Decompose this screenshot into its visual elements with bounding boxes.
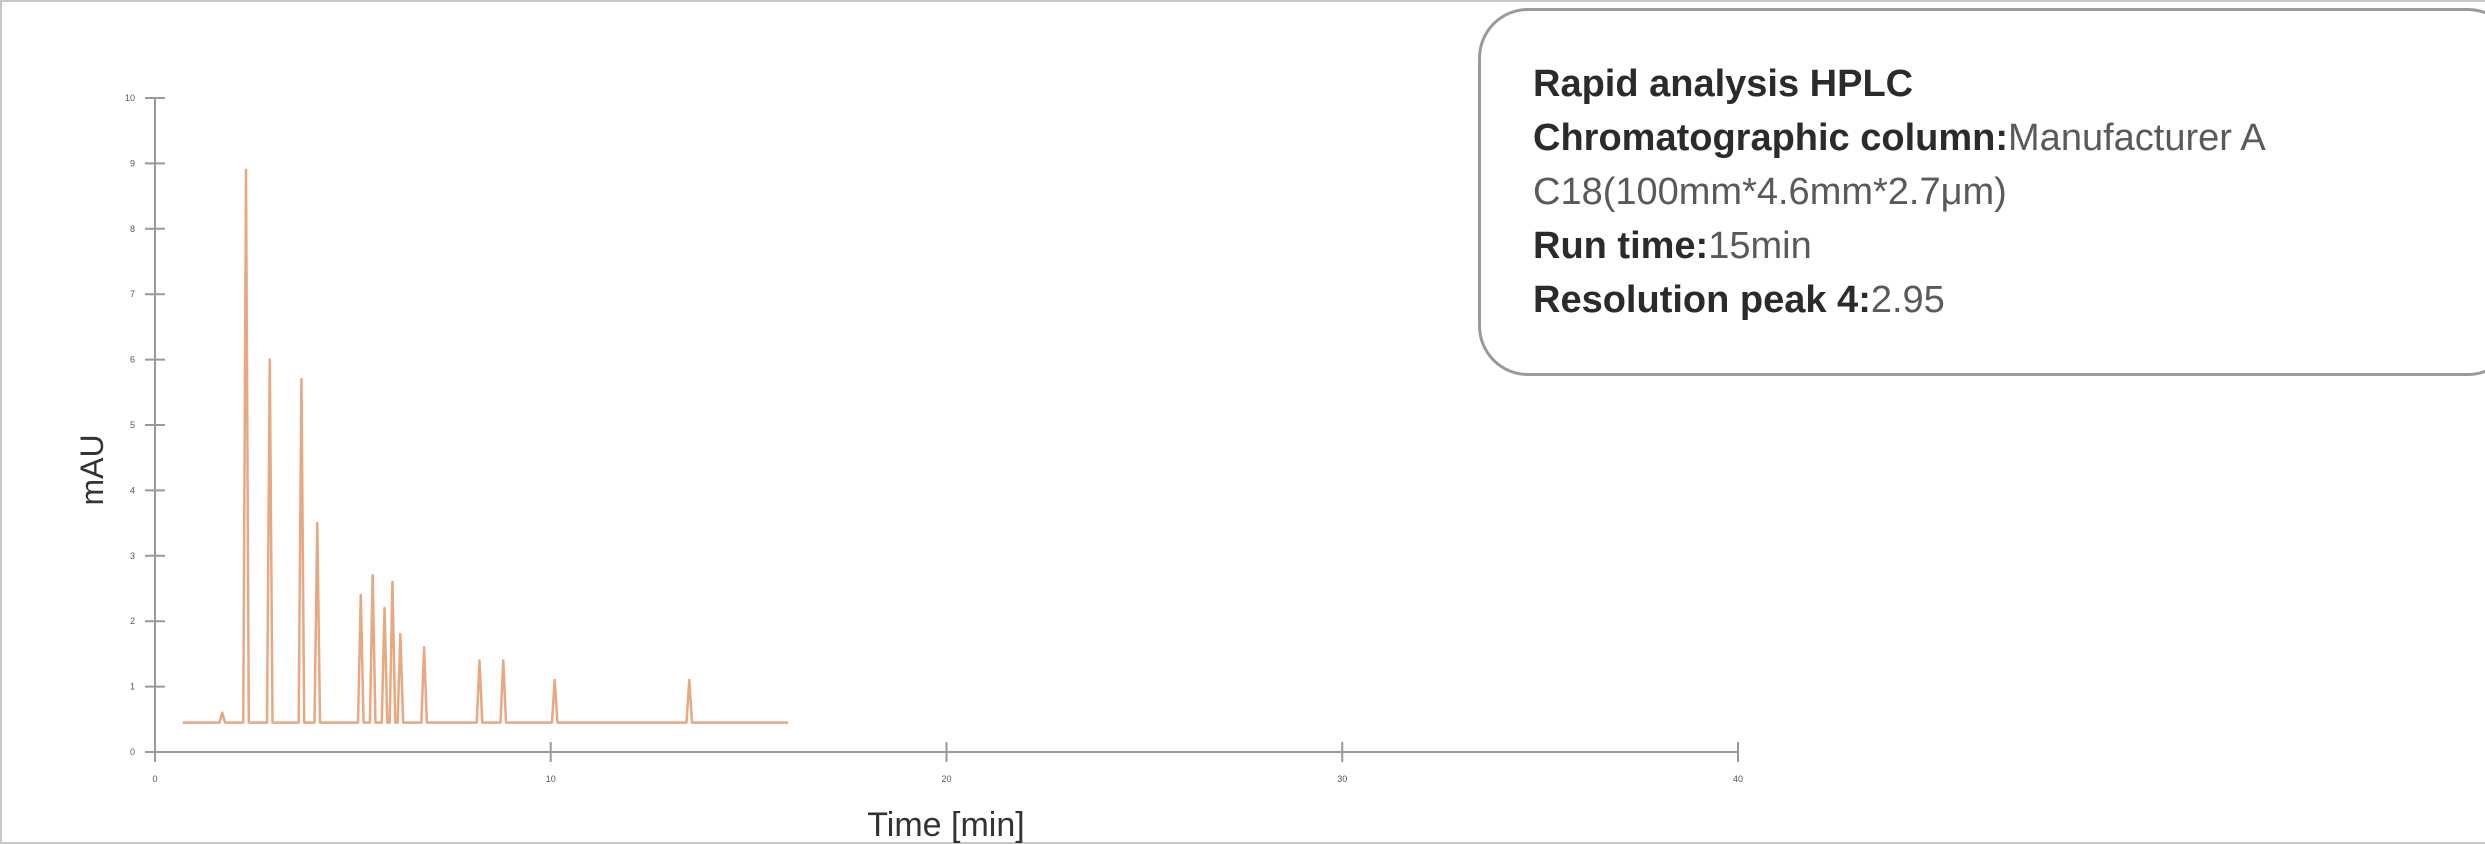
axes: 0 1 2 3 4 5 6 7 8 9 10 0 10 20 30 40 bbox=[125, 93, 1743, 784]
peak-point bbox=[244, 168, 248, 172]
y-tick-label: 1 bbox=[130, 682, 135, 692]
peak-point bbox=[399, 633, 402, 636]
info-title-line: Rapid analysis HPLC bbox=[1533, 57, 2485, 111]
peak-point bbox=[371, 574, 374, 577]
y-tick-label: 5 bbox=[130, 420, 135, 430]
y-tick-label: 7 bbox=[130, 289, 135, 299]
peak-point bbox=[221, 711, 224, 714]
info-column-label: Chromatographic column: bbox=[1533, 117, 2009, 159]
info-runtime-value: 15min bbox=[1708, 225, 1812, 267]
y-tick-label: 3 bbox=[130, 551, 135, 561]
info-runtime-line: Run time:15min bbox=[1533, 219, 2485, 273]
peak-point bbox=[316, 521, 319, 525]
y-tick-label: 9 bbox=[130, 158, 135, 168]
x-ticks: 0 10 20 30 40 bbox=[152, 742, 1743, 784]
x-tick-label: 30 bbox=[1337, 774, 1347, 784]
info-runtime-label: Run time: bbox=[1533, 225, 1709, 267]
info-resolution-line: Resolution peak 4:2.95 bbox=[1533, 273, 2485, 327]
peak-point bbox=[502, 659, 505, 662]
y-tick-label: 6 bbox=[130, 355, 135, 365]
peak-point bbox=[383, 606, 386, 610]
info-column-value-1: Manufacturer A bbox=[2008, 117, 2266, 159]
peak-point bbox=[422, 646, 426, 649]
y-tick-label: 10 bbox=[125, 93, 135, 103]
y-tick-label: 4 bbox=[130, 485, 135, 495]
info-column-line: Chromatographic column:Manufacturer A bbox=[1533, 111, 2485, 165]
peak-point bbox=[688, 678, 691, 682]
series-group bbox=[182, 168, 789, 724]
peak-point bbox=[359, 593, 362, 597]
y-tick-label: 8 bbox=[130, 224, 135, 234]
x-tick-label: 20 bbox=[941, 774, 951, 784]
y-axis-title: mAU bbox=[74, 434, 110, 505]
peak-point bbox=[478, 659, 481, 662]
y-tick-label: 2 bbox=[130, 616, 135, 626]
info-column-value-2: C18(100mm*4.6mm*2.7μm) bbox=[1533, 171, 2007, 213]
x-axis-title: Time [min] bbox=[867, 806, 1024, 844]
info-column-line-2: C18(100mm*4.6mm*2.7μm) bbox=[1533, 165, 2485, 219]
x-tick-label: 10 bbox=[546, 774, 556, 784]
info-resolution-value: 2.95 bbox=[1870, 279, 1945, 321]
x-tick-label: 40 bbox=[1733, 774, 1743, 784]
y-ticks: 0 1 2 3 4 5 6 7 8 9 10 bbox=[125, 93, 165, 757]
peak-point bbox=[268, 358, 271, 361]
method-info-box: Rapid analysis HPLC Chromatographic colu… bbox=[1478, 8, 2485, 376]
y-tick-label: 0 bbox=[130, 747, 135, 757]
info-title: Rapid analysis HPLC bbox=[1533, 63, 1914, 105]
peak-point bbox=[391, 580, 394, 584]
peak-point bbox=[553, 678, 556, 682]
x-tick-label: 0 bbox=[152, 774, 157, 784]
info-resolution-label: Resolution peak 4: bbox=[1533, 279, 1871, 321]
peak-point bbox=[300, 378, 303, 381]
series-line bbox=[182, 168, 789, 724]
